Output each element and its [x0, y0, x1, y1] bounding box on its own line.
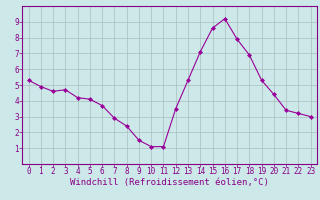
X-axis label: Windchill (Refroidissement éolien,°C): Windchill (Refroidissement éolien,°C) [70, 178, 269, 187]
